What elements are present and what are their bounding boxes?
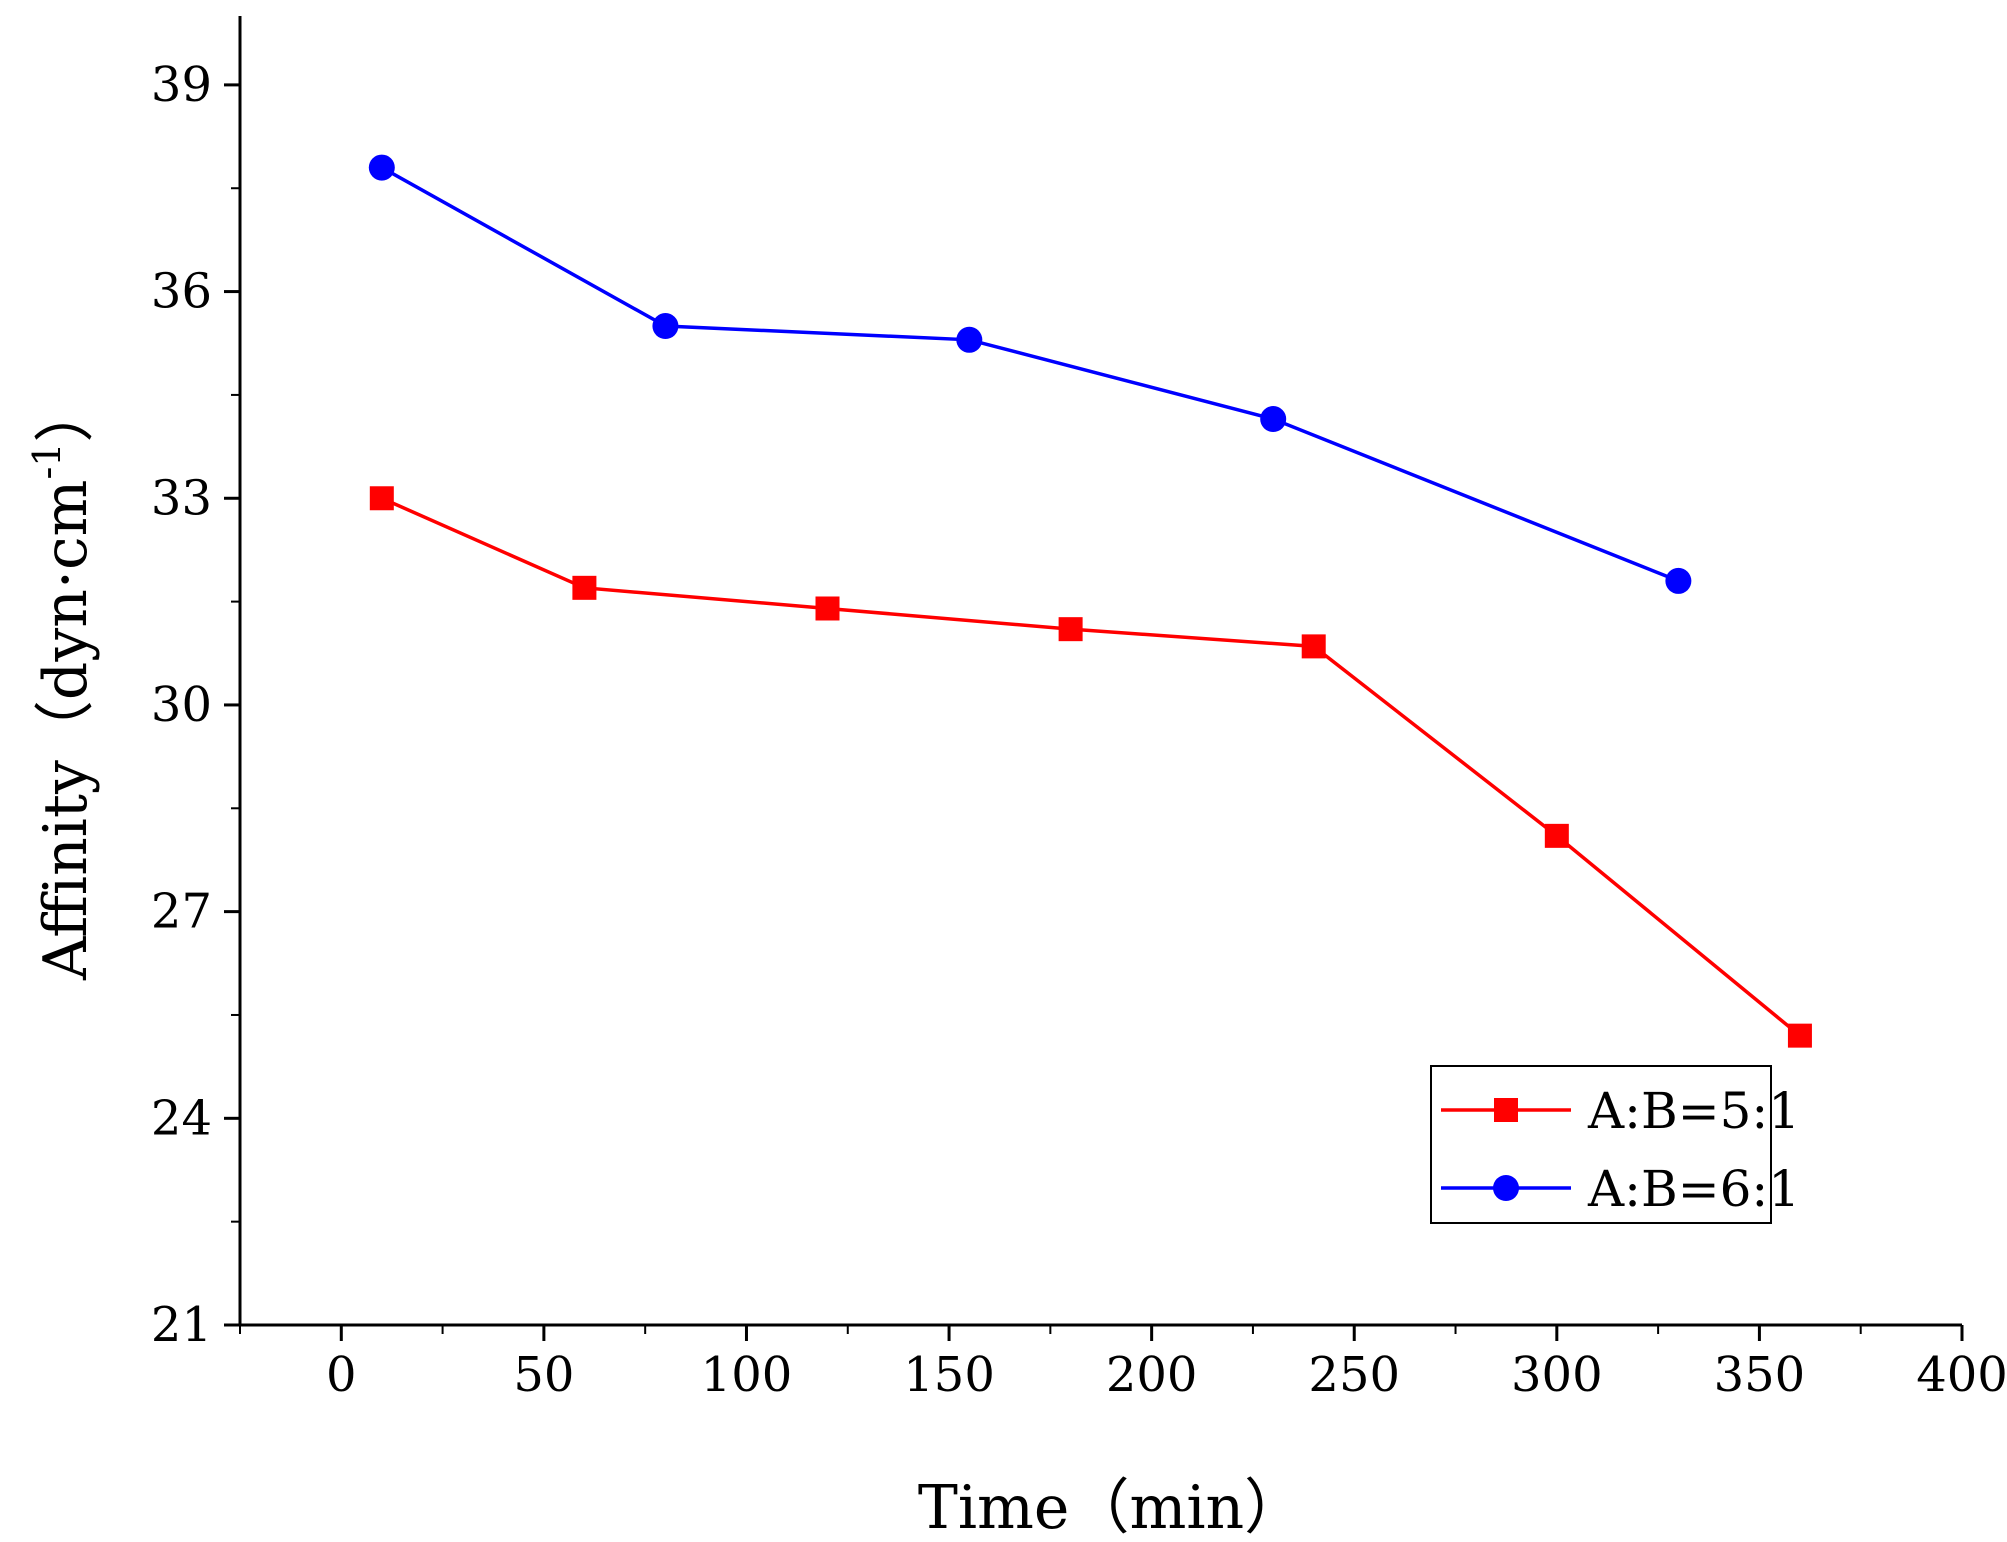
series-layer (368, 154, 1812, 1048)
legend-item-2: A:B=6:1 (1441, 1160, 1800, 1218)
y-tick-label: 21 (151, 1297, 212, 1353)
x-tick-label: 100 (701, 1347, 793, 1403)
legend-marker-circle (1493, 1175, 1519, 1201)
y-axis-title-text: Affinity（dyn·cm-1） (25, 383, 101, 981)
y-tick-label: 30 (151, 677, 212, 733)
data-point-square (1787, 1023, 1812, 1048)
y-axis-title-main: Affinity（dyn·cm (31, 480, 101, 981)
legend-label: A:B=6:1 (1587, 1160, 1800, 1218)
y-tick-label: 27 (151, 884, 212, 940)
ticks: 0 50 100 150 200 250 300 350 400 21 24 27 30 33 36 39 (151, 57, 2007, 1403)
y-tick-label: 36 (151, 264, 212, 320)
data-point-square (572, 575, 597, 600)
series-line (380, 166, 1680, 583)
data-point-square (1058, 617, 1083, 642)
series-2 (368, 154, 1692, 594)
x-tick-label: 150 (903, 1347, 995, 1403)
data-point-circle (1260, 406, 1287, 433)
x-tick-label: 50 (513, 1347, 574, 1403)
x-tick-label: 0 (326, 1347, 357, 1403)
x-tick-label: 250 (1308, 1347, 1400, 1403)
y-tick-label: 24 (151, 1090, 212, 1146)
x-axis-title: Time（min） (918, 1473, 1304, 1542)
data-point-square (815, 596, 840, 621)
data-point-circle (368, 154, 395, 181)
legend-label: A:B=5:1 (1587, 1082, 1800, 1140)
data-point-circle (1665, 567, 1692, 594)
x-tick-label: 400 (1916, 1347, 2007, 1403)
data-point-circle (652, 313, 679, 340)
legend-item-1: A:B=5:1 (1441, 1082, 1800, 1140)
legend-marker-square (1494, 1098, 1518, 1122)
data-point-square (369, 486, 394, 511)
y-axis-title-superscript: -1 (25, 443, 69, 480)
axes (238, 16, 1962, 1327)
x-tick-label: 300 (1511, 1347, 1603, 1403)
data-point-square (1544, 823, 1569, 848)
y-axis-title: Affinity（dyn·cm-1） (25, 383, 101, 981)
x-tick-label: 350 (1714, 1347, 1806, 1403)
data-point-square (1301, 634, 1326, 659)
series-1 (369, 486, 1812, 1048)
y-tick-label: 33 (151, 470, 212, 526)
legend-box (1430, 1065, 1772, 1224)
y-axis-title-close: ） (31, 383, 101, 443)
data-point-circle (956, 326, 983, 353)
legend: A:B=5:1 A:B=6:1 (1430, 1065, 1800, 1224)
y-tick-label: 39 (151, 57, 212, 113)
x-tick-label: 200 (1106, 1347, 1198, 1403)
